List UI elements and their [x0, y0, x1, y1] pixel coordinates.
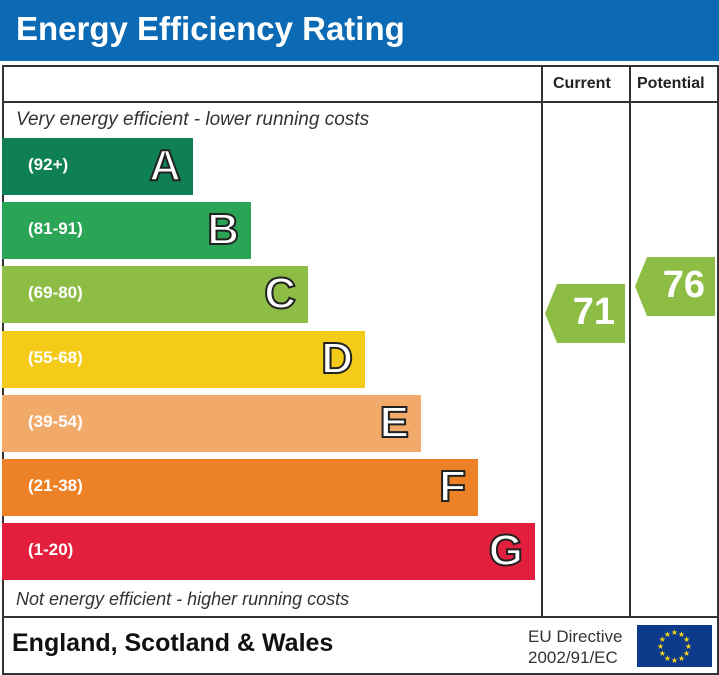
footer-divider — [2, 616, 717, 618]
potential-rating-arrow: 76 — [635, 257, 715, 316]
band-d: (55-68) D — [2, 331, 365, 388]
band-range: (81-91) — [28, 219, 83, 238]
header-banner: Energy Efficiency Rating — [0, 0, 719, 61]
band-letter: E — [379, 397, 410, 448]
star-icon: ★ — [659, 635, 666, 644]
star-icon: ★ — [678, 630, 685, 639]
band-range: (21-38) — [28, 476, 83, 495]
band-b: (81-91) B — [2, 202, 251, 259]
arrow-shape — [545, 284, 625, 343]
bottom-note: Not energy efficient - higher running co… — [16, 589, 350, 609]
star-icon: ★ — [685, 642, 692, 651]
band-f: (21-38) F — [2, 459, 478, 516]
directive-line2: 2002/91/EC — [528, 648, 618, 667]
star-icon: ★ — [664, 630, 671, 639]
band-letter: G — [488, 525, 524, 576]
band-letter: D — [320, 333, 354, 384]
current-header: Current — [553, 75, 611, 92]
column-divider — [629, 65, 631, 618]
star-icon: ★ — [659, 649, 666, 658]
column-divider — [541, 65, 543, 618]
band-range: (39-54) — [28, 412, 83, 431]
band-g: (1-20) G — [2, 523, 535, 580]
chart-title: Energy Efficiency Rating — [16, 10, 405, 47]
current-rating-value: 71 — [572, 291, 615, 333]
star-icon: ★ — [657, 642, 664, 651]
eu-flag-icon: ★ ★ ★ ★ ★ ★ ★ ★ ★ ★ ★ ★ — [637, 625, 712, 667]
band-letter: B — [206, 204, 240, 255]
star-icon: ★ — [683, 649, 690, 658]
band-range: (92+) — [28, 155, 69, 174]
band-letter: A — [148, 140, 182, 191]
current-rating-arrow: 71 — [545, 284, 625, 343]
star-icon: ★ — [683, 635, 690, 644]
top-note: Very energy efficient - lower running co… — [16, 109, 370, 130]
band-range: (55-68) — [28, 348, 83, 367]
band-range: (69-80) — [28, 283, 83, 302]
star-icon: ★ — [671, 656, 678, 665]
star-icon: ★ — [671, 628, 678, 637]
arrow-shape — [635, 257, 715, 316]
header-divider — [2, 101, 717, 103]
directive-line1: EU Directive — [528, 627, 623, 646]
band-e: (39-54) E — [2, 395, 421, 452]
band-letter: C — [263, 268, 297, 319]
band-c: (69-80) C — [2, 266, 308, 323]
band-letter: F — [438, 461, 467, 512]
region-label: England, Scotland & Wales — [12, 629, 334, 657]
star-icon: ★ — [664, 654, 671, 663]
potential-header: Potential — [637, 75, 705, 92]
band-range: (1-20) — [28, 540, 74, 559]
potential-rating-value: 76 — [662, 264, 705, 306]
band-a: (92+) A — [2, 138, 193, 195]
star-icon: ★ — [678, 654, 685, 663]
